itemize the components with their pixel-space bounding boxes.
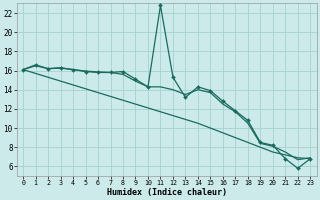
X-axis label: Humidex (Indice chaleur): Humidex (Indice chaleur) <box>107 188 227 197</box>
